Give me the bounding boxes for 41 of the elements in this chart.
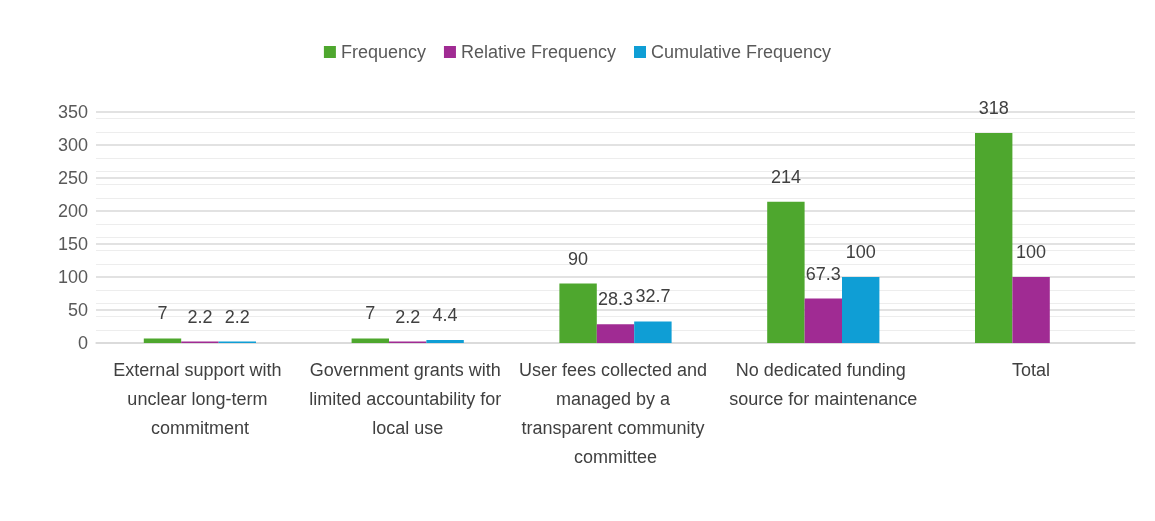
data-label: 7 <box>157 303 168 324</box>
data-label: 2.2 <box>224 306 250 327</box>
y-tick-label: 350 <box>57 102 88 122</box>
bar <box>596 324 635 343</box>
data-label: 90 <box>568 248 589 269</box>
bar <box>143 338 182 343</box>
data-label: 214 <box>770 166 801 187</box>
x-tick-label: External support with unclear long-term commitment <box>113 359 287 438</box>
x-tick-label: Total <box>1012 359 1051 380</box>
data-label: 2.2 <box>395 306 421 327</box>
bar <box>1012 277 1050 343</box>
bar <box>351 338 389 343</box>
bar <box>842 277 880 343</box>
y-tick-label: 0 <box>77 333 88 353</box>
data-label: 7 <box>365 303 376 324</box>
x-tick-label: Government grants with limited accountability for local use <box>309 359 507 438</box>
legend-label: Relative Frequency <box>460 42 617 62</box>
data-label: 32.7 <box>635 286 671 307</box>
y-tick-label: 200 <box>57 201 88 221</box>
data-label: 28.3 <box>597 289 634 310</box>
y-tick-label: 50 <box>67 300 88 320</box>
legend-label: Frequency <box>340 42 426 62</box>
bar <box>767 201 805 343</box>
data-label: 318 <box>978 98 1009 119</box>
data-label: 100 <box>1016 242 1047 262</box>
y-tick-label: 300 <box>57 135 88 155</box>
bar <box>426 340 464 343</box>
bar <box>634 321 672 343</box>
bar <box>804 298 842 343</box>
data-label: 100 <box>845 242 876 262</box>
bar <box>974 133 1013 343</box>
data-label: 2.2 <box>187 306 213 327</box>
data-label: 4.4 <box>432 305 458 326</box>
bar <box>559 283 597 343</box>
x-tick-label: User fees collected and managed by a transparent community committee <box>518 359 713 467</box>
legend-label: Cumulative Frequency <box>651 42 832 62</box>
y-tick-label: 250 <box>57 168 88 188</box>
y-tick-label: 150 <box>57 234 88 254</box>
data-label: 67.3 <box>805 263 841 284</box>
x-tick-label: No dedicated funding source for maintenance <box>729 359 918 409</box>
y-tick-label: 100 <box>57 267 88 287</box>
